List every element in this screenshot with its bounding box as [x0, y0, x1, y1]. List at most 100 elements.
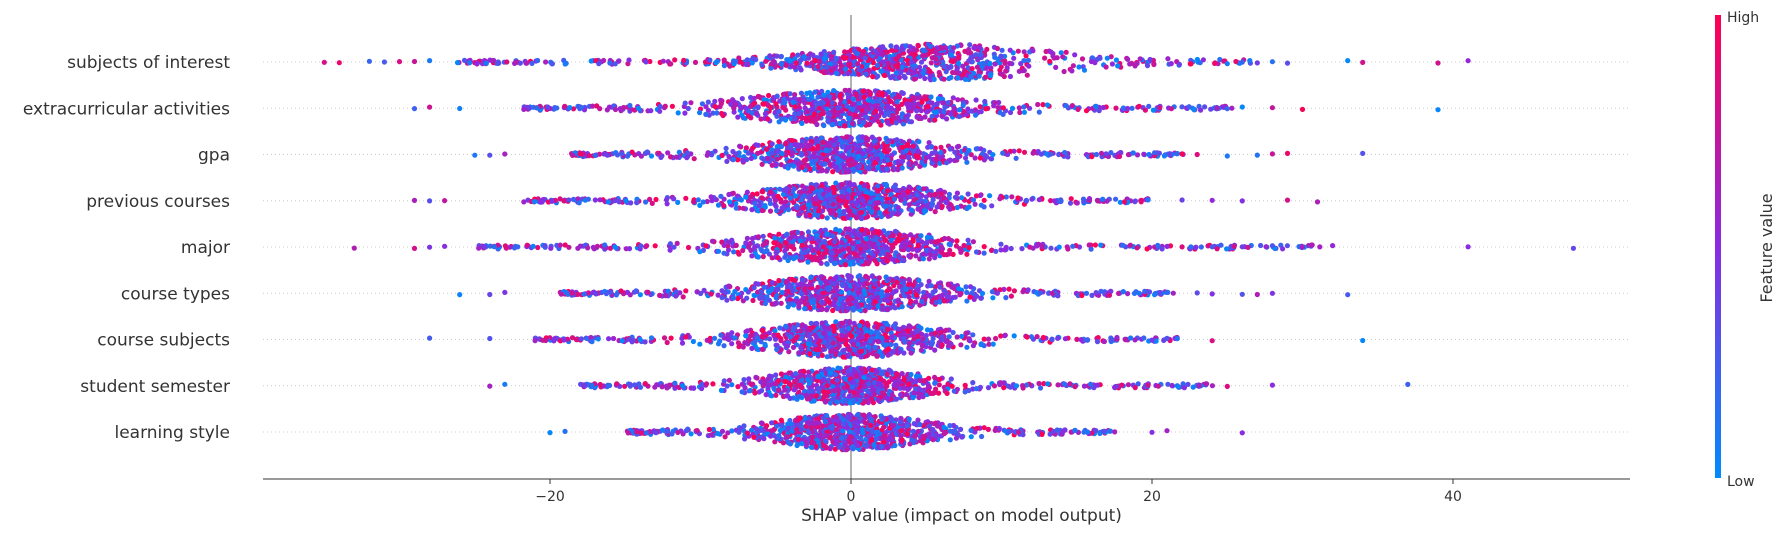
- data-point: [1026, 63, 1032, 69]
- data-point: [939, 113, 945, 119]
- data-point: [802, 147, 808, 153]
- data-point: [883, 237, 889, 243]
- data-point: [833, 226, 839, 232]
- data-point: [983, 106, 989, 112]
- data-point: [863, 71, 869, 77]
- data-point: [941, 108, 947, 114]
- data-point: [973, 97, 979, 103]
- data-point: [643, 59, 649, 65]
- data-point: [1013, 155, 1019, 161]
- data-point: [805, 202, 811, 208]
- data-point: [914, 192, 920, 198]
- data-point: [925, 104, 931, 110]
- data-point: [763, 58, 769, 64]
- data-point: [888, 43, 894, 49]
- data-point: [1109, 61, 1115, 67]
- data-point: [846, 227, 852, 233]
- data-point: [801, 193, 808, 199]
- data-point: [735, 157, 741, 163]
- data-point: [893, 187, 899, 193]
- data-point: [946, 241, 952, 247]
- data-point: [860, 198, 866, 204]
- data-point: [912, 69, 918, 75]
- data-point: [738, 105, 744, 111]
- data-point: [820, 104, 826, 111]
- data-point: [850, 96, 856, 102]
- data-point: [895, 238, 901, 244]
- data-point: [802, 100, 808, 106]
- data-point: [644, 243, 650, 249]
- data-point: [988, 156, 994, 162]
- data-point: [890, 112, 896, 118]
- data-point: [1224, 153, 1230, 159]
- data-point: [830, 121, 836, 128]
- data-point: [1435, 60, 1441, 66]
- data-point: [814, 182, 820, 188]
- data-point: [857, 184, 863, 190]
- data-point: [808, 138, 814, 145]
- data-point: [837, 67, 843, 73]
- data-point: [915, 95, 921, 101]
- data-point: [941, 195, 947, 201]
- data-point: [1021, 149, 1028, 155]
- data-point: [773, 101, 779, 107]
- data-point: [801, 54, 808, 60]
- data-point: [427, 198, 433, 204]
- data-point: [676, 149, 682, 155]
- data-point: [1021, 67, 1027, 74]
- data-point: [1152, 150, 1158, 156]
- data-point: [793, 254, 799, 260]
- data-point: [910, 95, 916, 101]
- data-point: [755, 254, 762, 260]
- data-point: [731, 249, 737, 255]
- data-point: [894, 63, 901, 70]
- data-point: [980, 60, 987, 66]
- data-point: [775, 148, 781, 154]
- data-point: [944, 116, 950, 122]
- data-point: [988, 65, 994, 71]
- data-point: [978, 146, 984, 152]
- data-point: [638, 243, 644, 249]
- data-point: [1284, 150, 1291, 156]
- data-point: [984, 154, 990, 160]
- data-point: [822, 69, 829, 75]
- data-point: [760, 189, 766, 195]
- data-point: [1254, 152, 1260, 158]
- data-point: [778, 199, 784, 205]
- data-point: [1231, 243, 1237, 249]
- data-point: [875, 156, 881, 162]
- data-point: [895, 205, 901, 211]
- data-point: [847, 208, 853, 214]
- data-point: [792, 104, 798, 110]
- data-point: [856, 232, 862, 238]
- data-point: [950, 95, 956, 101]
- data-point: [743, 145, 750, 151]
- data-point: [796, 111, 802, 117]
- data-point: [902, 75, 908, 81]
- data-point: [472, 152, 478, 158]
- data-point: [521, 199, 527, 205]
- data-point: [772, 64, 778, 70]
- data-point: [1233, 58, 1239, 65]
- data-point: [1137, 56, 1143, 62]
- data-point: [918, 115, 924, 121]
- data-point: [790, 99, 796, 105]
- data-point: [972, 155, 978, 161]
- data-point: [846, 254, 852, 260]
- data-point: [964, 205, 970, 212]
- data-point: [939, 45, 946, 51]
- data-point: [819, 214, 825, 220]
- data-point: [1168, 61, 1174, 67]
- data-point: [906, 160, 912, 166]
- data-point: [960, 102, 966, 108]
- data-point: [823, 148, 829, 154]
- data-point: [1002, 247, 1008, 253]
- data-point: [1065, 246, 1071, 252]
- data-point: [953, 243, 960, 249]
- data-point: [915, 154, 922, 161]
- data-point: [653, 196, 659, 203]
- data-point: [665, 288, 671, 294]
- data-point: [1067, 200, 1074, 206]
- data-point: [675, 110, 681, 116]
- data-point: [1239, 104, 1245, 110]
